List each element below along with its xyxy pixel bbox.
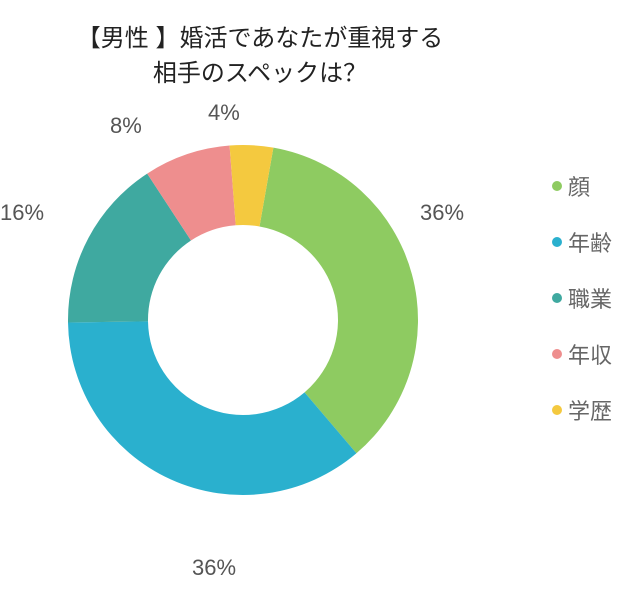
legend-label: 職業 — [568, 282, 612, 314]
legend-item-4: 学歴 — [552, 394, 612, 426]
legend-marker-icon — [552, 237, 562, 247]
legend-item-3: 年収 — [552, 338, 612, 370]
donut-slice-1 — [68, 321, 356, 495]
chart-title: 【男性 】婚活であなたが重視する 相手のスペックは？ — [0, 22, 520, 92]
legend-item-2: 職業 — [552, 282, 612, 314]
legend-label: 学歴 — [568, 394, 612, 426]
pct-label-2: 16% — [0, 200, 44, 226]
legend-label: 顔 — [568, 170, 590, 202]
pct-label-3: 8% — [110, 113, 142, 139]
legend-item-1: 年齢 — [552, 226, 612, 258]
legend-marker-icon — [552, 181, 562, 191]
pct-label-0: 36% — [420, 200, 464, 226]
legend-label: 年齢 — [568, 226, 612, 258]
legend-marker-icon — [552, 293, 562, 303]
chart-title-line1: 【男性 】婚活であなたが重視する — [0, 22, 520, 57]
chart-container: 【男性 】婚活であなたが重視する 相手のスペックは？ 36% 36% 16% 8% 4%… — [0, 0, 640, 591]
legend-marker-icon — [552, 405, 562, 415]
donut-chart — [38, 115, 448, 525]
legend-marker-icon — [552, 349, 562, 359]
legend-label: 年収 — [568, 338, 612, 370]
pct-label-1: 36% — [192, 555, 236, 581]
legend-item-0: 顔 — [552, 170, 612, 202]
legend: 顔年齢職業年収学歴 — [552, 170, 612, 426]
pct-label-4: 4% — [208, 100, 240, 126]
chart-title-line2: 相手のスペックは？ — [0, 57, 520, 92]
